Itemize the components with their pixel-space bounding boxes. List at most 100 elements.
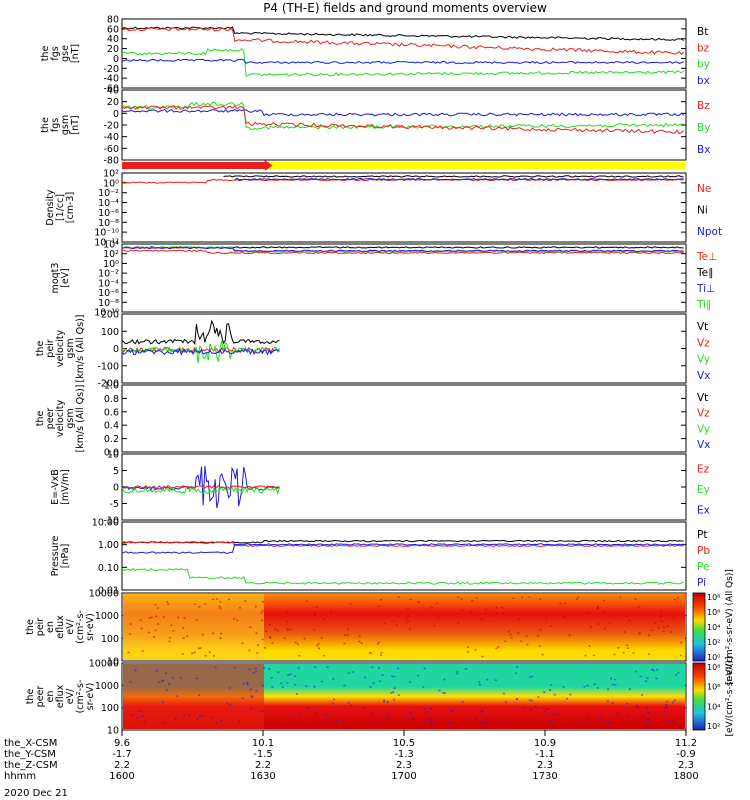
y-axis-label-line: E=-VxB bbox=[50, 469, 61, 504]
ytick-label: 0.8 bbox=[104, 394, 119, 405]
spectrogram-speckle bbox=[646, 677, 649, 679]
panel-efield: 10 5 0 -5 -10 E=-VxB [mV/m] Ez Ey Ex bbox=[50, 450, 710, 527]
legend-entry: bz bbox=[697, 42, 710, 54]
spectrogram-speckle bbox=[363, 676, 366, 679]
ytick-label: 0.4 bbox=[104, 421, 119, 432]
spectrogram-speckle bbox=[409, 598, 412, 601]
spectrogram-speckle bbox=[295, 693, 298, 695]
spectrogram-speckle bbox=[517, 632, 520, 634]
spectrogram-speckle bbox=[406, 620, 409, 622]
ytick-label: 0 bbox=[113, 344, 119, 355]
spectrogram-speckle bbox=[350, 704, 353, 707]
panel-frame bbox=[121, 243, 687, 313]
spectrogram-speckle bbox=[328, 720, 331, 723]
panel-frame bbox=[121, 172, 687, 243]
spectrogram-speckle bbox=[651, 629, 654, 632]
spectrogram-speckle bbox=[325, 713, 328, 716]
series-ez bbox=[121, 484, 280, 490]
spectrogram-speckle bbox=[154, 604, 157, 606]
spectrogram-speckle bbox=[162, 679, 165, 682]
ytick-label: 1.00 bbox=[98, 540, 119, 551]
y-axis-label-line: peer bbox=[45, 408, 56, 430]
spectrogram-speckle bbox=[613, 653, 616, 656]
spectrogram-speckle bbox=[486, 678, 489, 681]
spectrogram-speckle bbox=[603, 627, 606, 630]
spectrogram-speckle bbox=[289, 673, 292, 676]
spectrogram-speckle bbox=[315, 606, 318, 608]
spectrogram-speckle bbox=[451, 710, 454, 713]
spectrogram-speckle bbox=[438, 689, 441, 692]
spectrogram-speckle bbox=[425, 719, 428, 721]
x-tick-label: -1.3 bbox=[394, 749, 414, 760]
spectrogram-speckle bbox=[543, 691, 546, 694]
spectrogram-speckle bbox=[680, 641, 683, 644]
ytick-label: 10⁻⁴ bbox=[98, 198, 119, 209]
spectrogram-speckle bbox=[677, 672, 680, 674]
spectrogram-speckle bbox=[478, 681, 481, 683]
spectrogram-speckle bbox=[495, 647, 498, 650]
spectrogram-speckle bbox=[347, 672, 350, 674]
y-axis-label-line: [nT] bbox=[70, 44, 81, 63]
spectrogram-speckle bbox=[576, 598, 579, 600]
spectrogram-speckle bbox=[174, 718, 177, 720]
spectrogram-speckle bbox=[433, 624, 436, 627]
y-axis-label-line: peer bbox=[35, 686, 46, 708]
spectrogram-speckle bbox=[481, 618, 484, 620]
spectrogram-speckle bbox=[607, 721, 610, 724]
spectrogram-speckle bbox=[528, 596, 531, 598]
spectrogram-speckle bbox=[196, 718, 199, 720]
spectrogram-speckle bbox=[378, 680, 381, 683]
y-axis-label-line: en bbox=[45, 621, 56, 633]
spectrogram-speckle bbox=[429, 720, 432, 723]
spectrogram-speckle bbox=[322, 618, 325, 620]
spectrogram-speckle bbox=[583, 686, 586, 688]
ytick-label: 0 bbox=[113, 54, 119, 65]
spectrogram-speckle bbox=[539, 629, 542, 631]
spectrogram-speckle bbox=[388, 713, 391, 716]
spectrogram-speckle bbox=[143, 721, 146, 723]
spectrogram-speckle bbox=[303, 637, 306, 640]
spectrogram-speckle bbox=[539, 598, 542, 600]
spectrogram-speckle bbox=[276, 629, 279, 632]
spectrogram-speckle bbox=[495, 607, 498, 609]
spectrogram-speckle bbox=[383, 623, 386, 625]
spectrogram-speckle bbox=[521, 707, 524, 709]
ytick-label: 20 bbox=[107, 44, 119, 55]
ytick-label: 10⁻⁶ bbox=[98, 288, 119, 299]
mode-bar-slow bbox=[122, 162, 269, 169]
spectrogram-speckle bbox=[502, 692, 505, 695]
y-axis-label-line: gse bbox=[60, 45, 71, 62]
spectrogram-speckle bbox=[470, 611, 473, 614]
spectrogram-speckle bbox=[676, 597, 679, 599]
spectrogram-speckle bbox=[191, 652, 194, 655]
spectrogram-speckle bbox=[659, 615, 662, 618]
spectrogram-speckle bbox=[395, 624, 398, 627]
colorbar-tick: 10² bbox=[707, 722, 720, 731]
spectrogram-speckle bbox=[562, 686, 565, 688]
series-ne bbox=[121, 178, 684, 184]
spectrogram-speckle bbox=[587, 612, 590, 614]
spectrogram-speckle bbox=[481, 710, 484, 713]
spectrogram-speckle bbox=[569, 693, 572, 696]
spectrogram-speckle bbox=[397, 694, 400, 696]
y-axis-label-line: gsm bbox=[65, 338, 76, 358]
spectrogram-speckle bbox=[199, 647, 202, 649]
spectrogram-speckle bbox=[479, 721, 482, 724]
spectrogram-speckle bbox=[218, 605, 221, 608]
spectrogram-speckle bbox=[422, 686, 425, 688]
ytick-label: 10000 bbox=[89, 659, 119, 670]
spectrogram-speckle bbox=[215, 722, 218, 725]
x-axis-labels: the_X-CSM 9.6 10.1 10.5 10.9 11.2 the_Y-CSM -1.… bbox=[4, 730, 699, 782]
spectrogram-speckle bbox=[163, 722, 166, 725]
series-vx bbox=[121, 347, 280, 356]
spectrogram-speckle bbox=[271, 642, 274, 644]
spectrogram-speckle bbox=[219, 601, 222, 603]
ytick-label: 10⁻¹² bbox=[94, 238, 119, 249]
spectrogram-speckle bbox=[607, 688, 610, 691]
spectrogram-speckle bbox=[637, 706, 640, 709]
spectrogram-speckle bbox=[162, 616, 165, 618]
spectrogram-speckle bbox=[587, 718, 590, 721]
spectrogram-speckle bbox=[656, 669, 659, 671]
spectrogram-speckle bbox=[249, 626, 252, 629]
